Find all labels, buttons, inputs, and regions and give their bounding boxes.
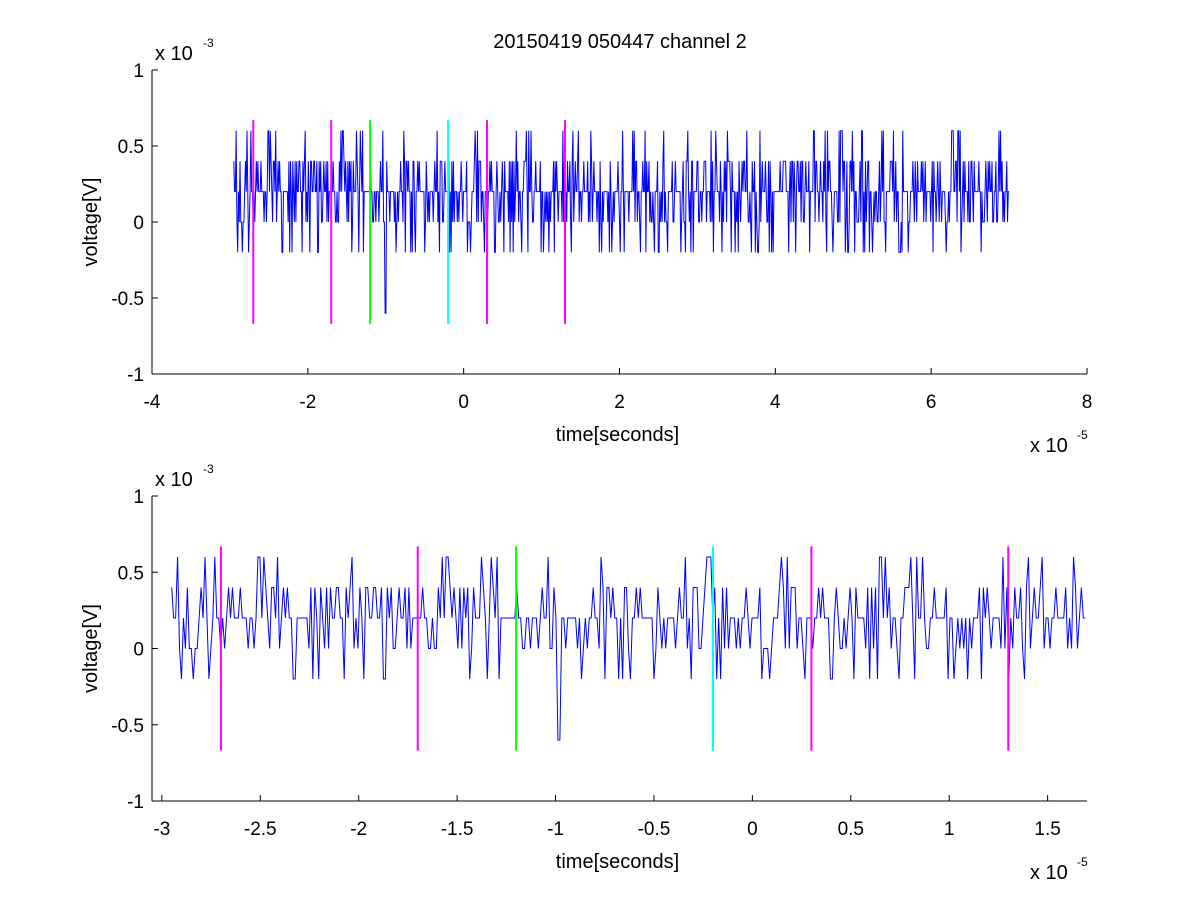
x-multiplier-exponent: -5 — [1077, 428, 1088, 442]
top-plot: -1 -0.5 0 0.5 1 -4 -2 0 2 4 6 8 time[seconds] voltage… — [80, 36, 1092, 457]
y-tick-label: -0.5 — [111, 716, 144, 737]
x-multiplier-label: x 10 — [1030, 435, 1068, 457]
y-multiplier-label: x 10 — [155, 469, 193, 491]
signal-trace — [233, 130, 1010, 314]
y-tick-label: 0 — [133, 640, 144, 661]
x-tick-label: 0.5 — [838, 819, 864, 840]
x-multiplier-exponent: -5 — [1077, 855, 1088, 869]
bottom-plot: -1 -0.5 0 0.5 1 -3 -2.5 -2 -1.5 -1 -0.5 0 0.5 1 1.5 tim… — [80, 462, 1088, 884]
x-tick-label: 2 — [614, 392, 625, 413]
x-tick-label: -2 — [299, 392, 316, 413]
x-tick-label: -2 — [350, 819, 367, 840]
y-tick-label: 1 — [133, 61, 144, 82]
x-tick-label: 6 — [926, 392, 937, 413]
y-tick-label: 0.5 — [118, 137, 144, 158]
x-tick-label: 0 — [747, 819, 758, 840]
y-tick-label: 1 — [133, 487, 144, 508]
y-multiplier-label: x 10 — [155, 43, 193, 65]
x-tick-label: 4 — [770, 392, 781, 413]
y-tick-label: -1 — [127, 792, 144, 813]
y-multiplier-exponent: -3 — [203, 36, 214, 50]
y-multiplier-exponent: -3 — [203, 462, 214, 476]
x-tick-label: -2.5 — [244, 819, 277, 840]
y-axis-label: voltage[V] — [80, 604, 102, 693]
signal-trace — [171, 556, 1086, 741]
x-multiplier-label: x 10 — [1030, 862, 1068, 884]
y-tick-label: 0 — [133, 213, 144, 234]
y-tick-label: -0.5 — [111, 289, 144, 310]
y-axis-label: voltage[V] — [80, 178, 102, 267]
x-tick-label: -3 — [153, 819, 170, 840]
y-tick-label: -1 — [127, 365, 144, 386]
x-axis-label: time[seconds] — [556, 424, 679, 446]
x-tick-label: 8 — [1082, 392, 1093, 413]
x-tick-label: 1.5 — [1034, 819, 1060, 840]
x-tick-label: -1 — [547, 819, 564, 840]
x-tick-label: 0 — [458, 392, 469, 413]
figure-title: 20150419 050447 channel 2 — [493, 31, 747, 53]
x-tick-label: -0.5 — [638, 819, 671, 840]
x-tick-label: -4 — [144, 392, 161, 413]
x-tick-label: -1.5 — [441, 819, 474, 840]
x-axis-label: time[seconds] — [556, 851, 679, 873]
x-tick-label: 1 — [944, 819, 955, 840]
y-tick-label: 0.5 — [118, 563, 144, 584]
